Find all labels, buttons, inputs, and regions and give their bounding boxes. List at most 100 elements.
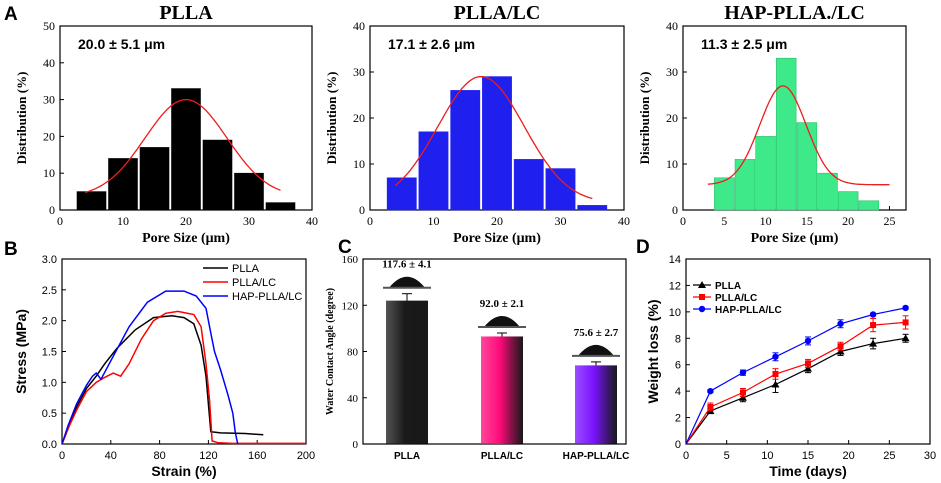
y-tick-label: 2.0 xyxy=(42,316,57,328)
data-point xyxy=(739,369,747,376)
y-tick-label: 2.5 xyxy=(42,285,57,297)
legend-label: PLLA xyxy=(715,281,741,292)
y-tick-label: 30 xyxy=(666,65,678,79)
histogram-bar xyxy=(837,191,859,211)
y-axis-label: Stress (MPa) xyxy=(13,309,29,394)
histogram-bar xyxy=(817,172,838,211)
y-tick-label: 0 xyxy=(359,203,365,217)
series-line xyxy=(61,290,239,445)
data-point xyxy=(707,404,714,410)
droplet-icon xyxy=(578,344,614,356)
size-annotation: 17.1 ± 2.6 μm xyxy=(388,36,475,52)
histogram-bar xyxy=(265,202,296,211)
legend-label: PLLA/LC xyxy=(715,293,757,304)
angle-value-label: 75.6 ± 2.7 xyxy=(574,327,619,339)
chart-pore-plla: 0 10 20 30 40 0 10 20 30 40 50 Pore Size (μm) Distri… xyxy=(14,2,318,246)
category-label: PLLA xyxy=(394,451,420,462)
data-point xyxy=(772,353,779,360)
category-label: HAP-PLLA/LC xyxy=(563,451,630,462)
y-tick-label: 12 xyxy=(669,280,681,292)
x-tick-label: 30 xyxy=(243,214,255,228)
histogram-bar xyxy=(776,57,797,211)
data-point xyxy=(869,311,877,318)
x-tick-label: 30 xyxy=(555,214,567,228)
y-tick-label: 14 xyxy=(669,254,681,266)
panel-label-a: A xyxy=(4,4,18,25)
x-axis-label: Pore Size (μm) xyxy=(453,231,541,246)
legend-label: HAP-PLLA/LC xyxy=(715,305,782,316)
data-point xyxy=(870,322,877,329)
data-point xyxy=(804,337,812,345)
data-point xyxy=(805,360,811,367)
contact-angle-bar xyxy=(386,300,428,444)
x-tick-label: 0 xyxy=(367,214,373,228)
y-tick-label: 20 xyxy=(43,129,55,143)
size-annotation: 11.3 ± 2.5 μm xyxy=(701,36,787,52)
y-tick-label: 120 xyxy=(342,300,359,312)
y-tick-label: 80 xyxy=(347,347,359,359)
histogram-bar xyxy=(450,90,481,211)
y-tick-label: 0.5 xyxy=(42,408,57,420)
x-axis-label: Pore Size (μm) xyxy=(142,231,230,246)
data-point xyxy=(698,305,706,313)
x-tick-label: 30 xyxy=(924,450,936,462)
data-point xyxy=(902,319,909,326)
histogram-bar xyxy=(76,191,107,211)
x-tick-label: 10 xyxy=(760,214,772,228)
histogram-bar xyxy=(858,200,880,211)
angle-value-label: 117.6 ± 4.1 xyxy=(382,259,431,271)
x-tick-label: 0 xyxy=(683,450,689,462)
y-axis-label: Distribution (%) xyxy=(324,72,339,165)
chart-stress-strain: 0 40 80 120 160 200 0.0 0.5 1.0 1.5 2.0 2.5 3.0 Strai… xyxy=(13,254,315,479)
data-point xyxy=(836,347,845,355)
y-tick-label: 30 xyxy=(353,65,365,79)
y-tick-label: 6 xyxy=(675,360,681,372)
series-line xyxy=(685,321,906,445)
x-tick-label: 40 xyxy=(105,450,117,462)
y-tick-label: 20 xyxy=(353,111,365,125)
droplet-icon xyxy=(389,276,425,288)
series-line xyxy=(61,314,264,445)
x-tick-label: 10 xyxy=(761,450,773,462)
histogram-bar xyxy=(482,76,512,211)
x-tick-label: 10 xyxy=(428,214,440,228)
histogram-bar xyxy=(796,122,818,211)
category-label: PLLA/LC xyxy=(481,451,523,462)
histogram-bar xyxy=(513,159,544,211)
x-tick-label: 40 xyxy=(306,214,318,228)
histogram-bar xyxy=(418,131,449,211)
data-point xyxy=(738,393,747,401)
x-axis-label: Pore Size (μm) xyxy=(751,231,839,246)
chart-pore-plla-lc: 0 10 20 30 40 0 10 20 30 40 Pore Size (μm) Distribu… xyxy=(324,2,630,246)
histogram-bar xyxy=(139,147,170,211)
panel-label-d: D xyxy=(636,237,650,258)
data-point xyxy=(837,320,844,327)
histogram-bar xyxy=(755,136,776,211)
x-tick-label: 0 xyxy=(59,450,65,462)
x-tick-label: 20 xyxy=(842,214,854,228)
y-tick-label: 40 xyxy=(43,56,55,70)
y-tick-label: 1.0 xyxy=(42,377,57,389)
histogram-bar xyxy=(108,158,138,211)
x-tick-label: 20 xyxy=(843,450,855,462)
gaussian-fit-curve xyxy=(394,75,593,200)
x-tick-label: 5 xyxy=(724,450,730,462)
chart-title: PLLA/LC xyxy=(454,2,541,24)
x-tick-label: 80 xyxy=(153,450,165,462)
legend-label: PLLA/LC xyxy=(232,277,276,289)
data-point xyxy=(707,387,714,395)
data-point xyxy=(739,389,746,396)
histogram-bar xyxy=(202,139,233,211)
x-tick-label: 15 xyxy=(802,450,814,462)
histogram-bar xyxy=(734,159,756,211)
x-tick-label: 20 xyxy=(491,214,503,228)
data-point xyxy=(901,334,910,342)
chart-weight-loss: 0 5 10 15 20 25 30 0 2 4 6 8 10 12 14 Time (days) Weight… xyxy=(645,254,936,479)
panel-label-b: B xyxy=(4,239,18,260)
y-axis-label: Weight loss (%) xyxy=(645,300,661,404)
data-point xyxy=(699,294,705,300)
data-point xyxy=(771,380,780,388)
contact-angle-bar xyxy=(575,365,617,444)
y-tick-label: 20 xyxy=(666,111,678,125)
